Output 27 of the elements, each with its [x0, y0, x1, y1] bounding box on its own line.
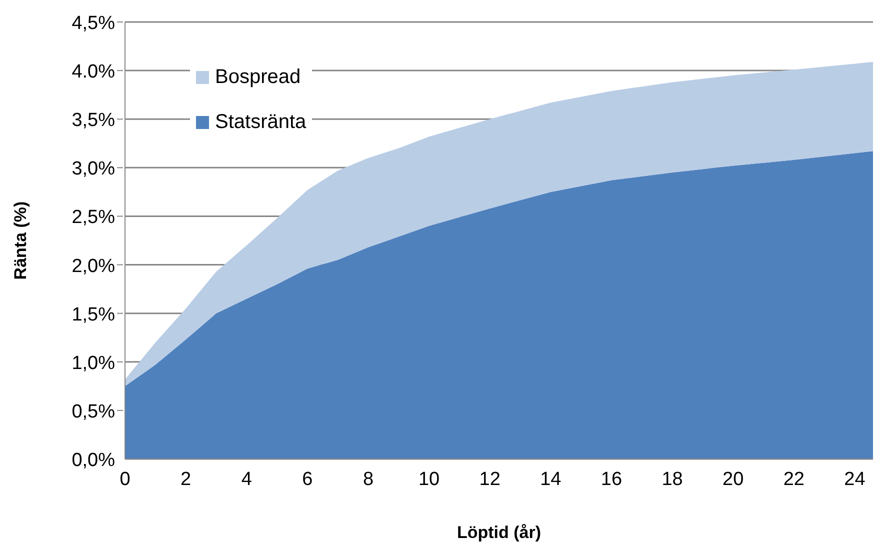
y-tick-label: 0,5%: [72, 401, 116, 422]
legend-label: Statsränta: [215, 111, 306, 134]
x-tick-label: 22: [783, 469, 805, 490]
x-tick-label: 8: [362, 469, 374, 490]
y-tick-label: 2,0%: [72, 256, 116, 277]
x-tick-label: 18: [662, 469, 683, 490]
y-tick-label: 3,0%: [72, 158, 116, 180]
x-tick-label: 12: [479, 469, 500, 490]
y-tick-label: 4,5%: [72, 13, 116, 34]
y-tick-label: 1,0%: [72, 352, 116, 374]
x-tick-label: 24: [844, 469, 866, 490]
y-tick-label: 1,5%: [72, 304, 116, 326]
y-tick-label: 3,5%: [72, 110, 116, 132]
x-tick-label: 20: [722, 469, 744, 490]
x-tick-label: 2: [180, 469, 192, 490]
y-axis-title: Ränta (%): [11, 201, 30, 280]
y-tick-label: 0,0%: [72, 450, 116, 471]
x-tick-label: 14: [540, 469, 562, 490]
y-tick-label: 4.0%: [72, 62, 116, 83]
x-tick-label: 16: [600, 469, 622, 490]
x-tick-label: 6: [302, 469, 313, 490]
x-tick-label: 4: [241, 469, 252, 490]
x-tick-label: 10: [418, 469, 440, 490]
x-tick-label: 0: [120, 469, 130, 490]
y-tick-label: 2,5%: [72, 207, 116, 228]
x-axis-title: Löptid (år): [456, 523, 542, 542]
legend-label: Bospread: [215, 66, 301, 89]
